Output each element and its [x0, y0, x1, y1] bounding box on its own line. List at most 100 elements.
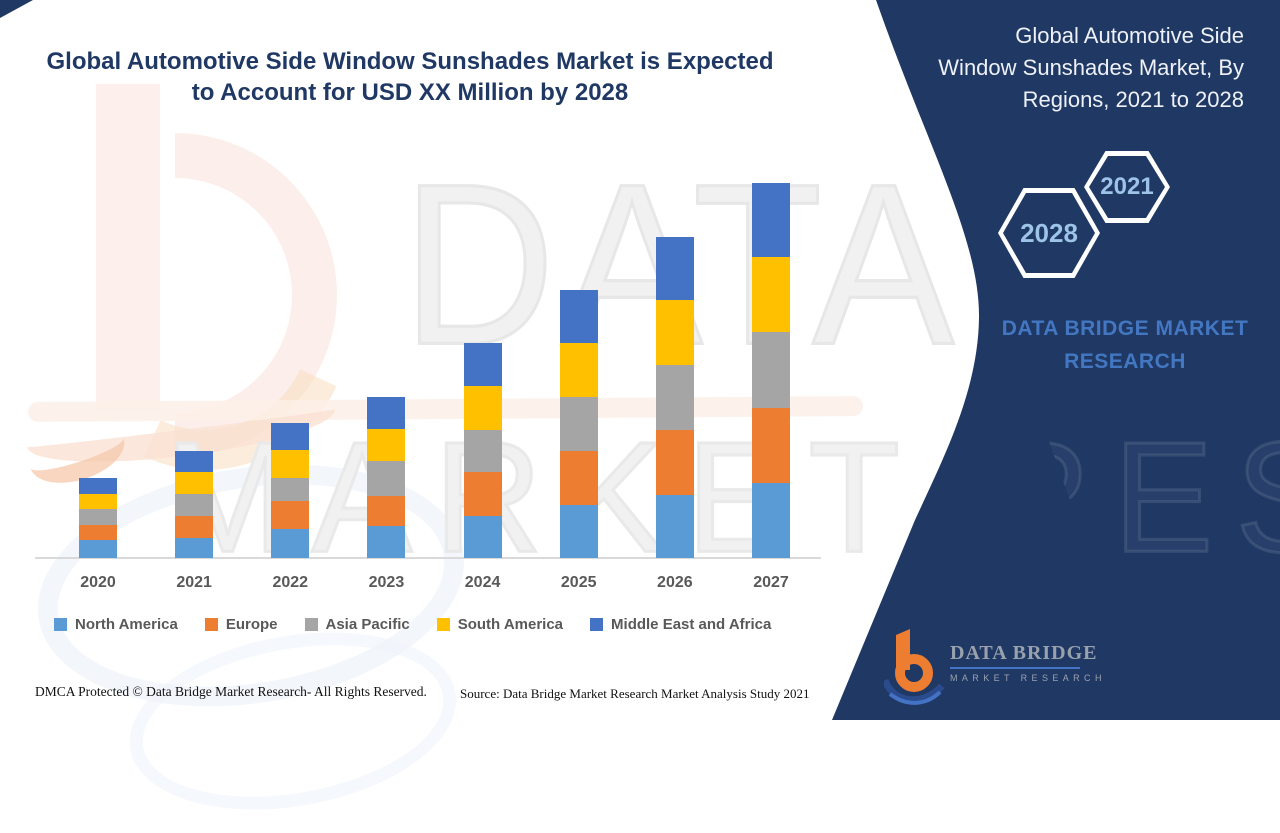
panel-title-line1: Global Automotive Side: [1015, 23, 1244, 48]
hexagon-2021-label: 2021: [1100, 173, 1154, 200]
legend-label-south-america: South America: [457, 616, 564, 633]
bar-2020-segment-europe: [79, 525, 117, 540]
footer-logo: DATA BRIDGE MARKET RESEARCH: [884, 628, 1106, 708]
bar-2021-segment-asia-pacific: [175, 494, 214, 516]
legend-item-europe: Europe: [204, 616, 278, 633]
x-axis-label-2021: 2021: [176, 574, 212, 591]
bar-2027-segment-north-america: [751, 483, 790, 558]
footer-logo-subtitle: MARKET RESEARCH: [950, 673, 1106, 683]
x-axis-labels: 2020 2021 2022 2023 2024 2025 2026 2027: [79, 574, 790, 592]
legend-label-north-america: North America: [75, 616, 178, 633]
bar-2025: [559, 290, 598, 558]
bar-2027-segment-asia-pacific: [751, 332, 790, 408]
bar-2022-segment-middle-east-and-africa: [271, 423, 310, 450]
chart-legend: North America Europe Asia Pacific South Ame…: [54, 616, 771, 633]
bar-2022-segment-asia-pacific: [271, 478, 310, 501]
bar-2026-segment-asia-pacific: [655, 365, 694, 430]
legend-label-asia-pacific: Asia Pacific: [325, 616, 410, 633]
bar-2023-segment-asia-pacific: [367, 461, 406, 496]
legend-swatch-europe: [204, 618, 218, 631]
panel-brand-line2: RESEARCH: [1064, 350, 1186, 373]
legend-swatch-north-america: [54, 618, 67, 631]
hexagon-2028-label: 2028: [1020, 217, 1078, 248]
bar-2025-segment-north-america: [559, 505, 598, 558]
x-axis-label-2020: 2020: [80, 574, 116, 591]
footer-logo-name: DATA BRIDGE: [950, 642, 1098, 664]
hexagon-2028-icon: 2028: [998, 188, 1100, 278]
legend-swatch-south-america: [436, 618, 450, 631]
x-axis-label-2024: 2024: [464, 574, 501, 591]
bar-2021-segment-south-america: [175, 472, 214, 494]
bar-2025-segment-asia-pacific: [559, 397, 598, 451]
bar-2024-segment-middle-east-and-africa: [463, 343, 502, 386]
panel-brand-text: DATA BRIDGE MARKET RESEARCH: [990, 312, 1260, 378]
bar-2027: [751, 183, 790, 558]
x-axis-label-2025: 2025: [560, 574, 597, 591]
bar-2020-segment-north-america: [79, 540, 117, 558]
x-axis-label-2022: 2022: [272, 574, 309, 591]
bar-2026-segment-north-america: [655, 495, 694, 558]
bar-2020: [79, 478, 117, 558]
bar-2024-segment-south-america: [463, 386, 502, 430]
bar-2023-segment-north-america: [367, 526, 406, 558]
footer-logo-underline: [950, 667, 1080, 669]
legend-swatch-asia-pacific: [304, 618, 318, 631]
bar-2021-segment-north-america: [175, 538, 214, 558]
panel-title: Global Automotive Side Window Sunshades …: [872, 20, 1244, 116]
source-text: Source: Data Bridge Market Research Mark…: [460, 686, 810, 701]
bar-2024: [463, 343, 502, 558]
bar-2022-segment-europe: [271, 501, 310, 529]
bar-2025-segment-europe: [559, 451, 598, 505]
bar-2026: [655, 237, 694, 558]
page-title-line2: to Account for USD XX Million by 2028: [191, 79, 629, 106]
bar-2024-segment-europe: [463, 472, 502, 516]
bar-2026-segment-europe: [655, 430, 694, 495]
bar-2025-segment-south-america: [559, 343, 598, 397]
legend-item-south-america: South America: [436, 616, 564, 633]
x-axis-label-2026: 2026: [657, 574, 693, 591]
watermark-blue-swoosh-lower: [115, 608, 471, 833]
bar-2025-segment-middle-east-and-africa: [559, 290, 598, 343]
legend-item-north-america: North America: [54, 616, 178, 633]
hexagon-2021-icon: 2021: [1084, 151, 1170, 223]
bar-2022: [271, 423, 310, 558]
legend-swatch-middle-east-and-africa: [590, 618, 604, 631]
bar-2021-segment-europe: [175, 516, 214, 538]
bar-2026-segment-middle-east-and-africa: [655, 237, 694, 300]
bar-2023-segment-middle-east-and-africa: [367, 397, 406, 429]
bar-2021: [175, 451, 214, 558]
footer-logo-text: DATA BRIDGE MARKET RESEARCH: [950, 642, 1106, 683]
bar-2020-segment-asia-pacific: [79, 509, 117, 525]
bar-2024-segment-north-america: [463, 516, 502, 558]
bar-2020-segment-south-america: [79, 494, 117, 509]
bar-2023-segment-south-america: [367, 429, 406, 461]
page-title-line1: Global Automotive Side Window Sunshades …: [46, 48, 774, 75]
stacked-bars: [79, 183, 790, 558]
page-title: Global Automotive Side Window Sunshades …: [40, 46, 780, 108]
bar-2027-segment-middle-east-and-africa: [751, 183, 790, 257]
bar-2023-segment-europe: [367, 496, 406, 526]
dmca-text: DMCA Protected © Data Bridge Market Rese…: [35, 684, 427, 699]
legend-item-asia-pacific: Asia Pacific: [304, 616, 410, 633]
legend-label-middle-east-and-africa: Middle East and Africa: [611, 616, 772, 633]
bar-2027-segment-south-america: [751, 257, 790, 332]
bar-2027-segment-europe: [751, 408, 790, 483]
x-axis-line: [35, 557, 821, 559]
bar-2022-segment-north-america: [271, 529, 310, 558]
dbmr-logo-icon: [884, 629, 944, 705]
bar-2021-segment-middle-east-and-africa: [175, 451, 214, 472]
panel-title-line3: Regions, 2021 to 2028: [1022, 87, 1244, 112]
panel-title-line2: Window Sunshades Market, By: [938, 55, 1244, 80]
legend-item-middle-east-and-africa: Middle East and Africa: [590, 616, 771, 633]
x-axis-label-2027: 2027: [753, 574, 789, 591]
bar-2023: [367, 397, 406, 558]
panel-brand-line1: DATA BRIDGE MARKET: [1001, 317, 1249, 340]
bar-2020-segment-middle-east-and-africa: [79, 478, 117, 494]
x-axis-label-2023: 2023: [368, 574, 405, 591]
bar-2024-segment-asia-pacific: [463, 430, 502, 472]
legend-label-europe: Europe: [225, 616, 278, 633]
bar-2022-segment-south-america: [271, 450, 310, 478]
corner-triangle-accent: [0, 0, 33, 18]
bar-2026-segment-south-america: [655, 300, 694, 365]
